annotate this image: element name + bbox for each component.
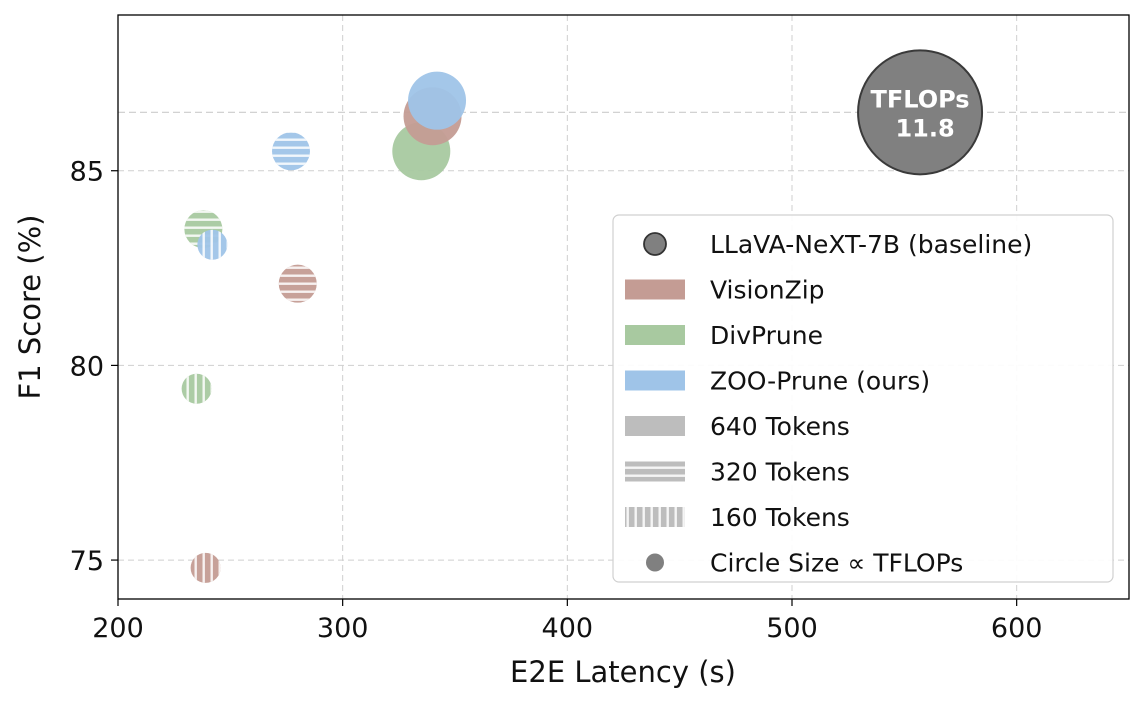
legend-symbol-size bbox=[646, 553, 664, 572]
axis-ticks: 200 300 400 500 600 75 80 85 bbox=[70, 157, 1043, 644]
baseline-label-line1: TFLOPs bbox=[871, 85, 970, 113]
legend-label-llava-next-7b-baseline: LLaVA-NeXT-7B (baseline) bbox=[710, 230, 1032, 259]
legend-label-visionzip: VisionZip bbox=[710, 276, 825, 305]
baseline-point bbox=[857, 49, 984, 176]
zoo-prune-ours-hatch-160 bbox=[197, 229, 228, 260]
legend-label-160-tokens: 160 Tokens bbox=[710, 503, 850, 532]
divprune-hatch-160 bbox=[181, 373, 212, 404]
y-tick-label: 85 bbox=[70, 157, 104, 188]
legend-box bbox=[612, 214, 1114, 583]
legend-swatch-640-tokens bbox=[625, 416, 685, 436]
legend-label-zoo-prune-ours: ZOO-Prune (ours) bbox=[710, 367, 930, 396]
legend-hatch-320-tokens bbox=[625, 461, 685, 482]
plot-frame bbox=[117, 14, 1130, 600]
zoo-prune-ours-point-640 bbox=[408, 71, 467, 130]
legend-swatch-visionzip bbox=[625, 279, 685, 300]
x-axis-label: E2E Latency (s) bbox=[510, 655, 736, 689]
legend-label-circle-size-tflops: Circle Size ∝ TFLOPs bbox=[710, 549, 963, 578]
x-tick-label: 600 bbox=[991, 613, 1043, 644]
legend-swatch-zoo-prune-ours bbox=[625, 370, 685, 391]
visionzip-hatch-160 bbox=[190, 552, 221, 583]
zoo-prune-ours-hatch-320 bbox=[271, 132, 310, 171]
legend-symbol-baseline bbox=[643, 232, 667, 256]
legend-hatch-160-tokens bbox=[625, 507, 685, 527]
x-tick-label: 300 bbox=[317, 613, 369, 644]
legend-label-640-tokens: 640 Tokens bbox=[710, 412, 850, 441]
x-tick-label: 500 bbox=[766, 613, 818, 644]
x-tick-label: 200 bbox=[92, 613, 144, 644]
legend-swatch-divprune bbox=[625, 325, 685, 345]
y-tick-label: 75 bbox=[70, 546, 104, 577]
legend-label-divprune: DivPrune bbox=[710, 321, 823, 350]
y-tick-label: 80 bbox=[70, 351, 104, 382]
x-tick-label: 400 bbox=[542, 613, 594, 644]
y-axis-label: F1 Score (%) bbox=[13, 215, 47, 400]
baseline-label-line2: 11.8 bbox=[895, 114, 954, 142]
legend-label-320-tokens: 320 Tokens bbox=[710, 458, 850, 487]
visionzip-hatch-320 bbox=[278, 264, 317, 303]
legend: LLaVA-NeXT-7B (baseline) VisionZip DivPrun… bbox=[612, 214, 1114, 583]
